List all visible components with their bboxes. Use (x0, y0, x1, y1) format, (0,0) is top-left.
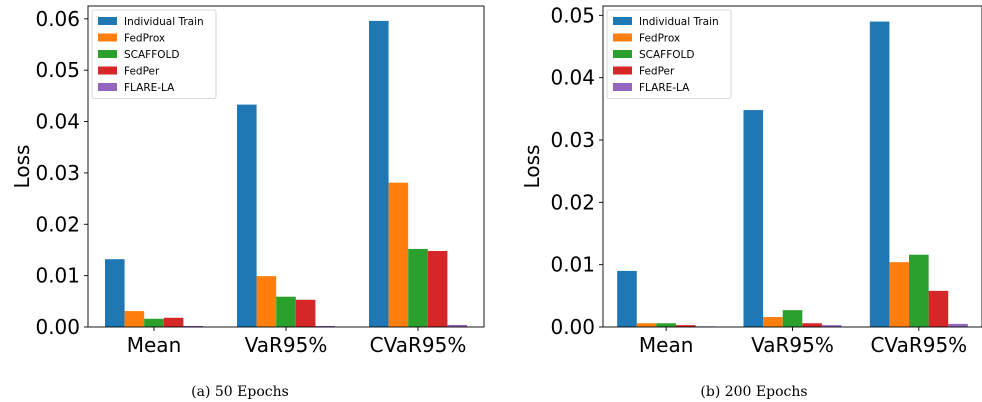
legend-swatch-individual-train (98, 17, 117, 25)
bar-scaffold-var95 (782, 310, 803, 327)
y-axis-label: Loss (10, 145, 34, 189)
bar-scaffold-var95 (276, 296, 296, 327)
x-tick-label-cvar95: CVaR95% (370, 333, 467, 357)
bar-individual-train-cvar95 (869, 21, 890, 328)
legend-label-individual-train: Individual Train (124, 16, 204, 28)
bar-flare-la-mean (183, 325, 203, 327)
bar-flare-la-cvar95 (948, 323, 968, 327)
bar-fedper-var95 (802, 323, 822, 327)
bar-individual-train-mean (105, 259, 125, 327)
y-axis-label: Loss (520, 145, 544, 189)
bar-fedper-mean (675, 325, 696, 327)
legend-swatch-flare-la (613, 83, 632, 91)
bar-fedprox-cvar95 (388, 182, 409, 327)
legend-swatch-fedper (98, 66, 117, 75)
bar-fedprox-mean (636, 323, 657, 327)
y-tick-label: 0.04 (35, 110, 80, 134)
bar-scaffold-cvar95 (408, 248, 428, 327)
bar-individual-train-cvar95 (369, 20, 389, 327)
legend-swatch-fedprox (613, 33, 632, 42)
legend-label-flare-la: FLARE-LA (639, 82, 690, 94)
bar-fedper-cvar95 (928, 290, 949, 327)
chart-panel-200-epochs: 0.00 0.01 0.02 0.03 0.04 0.05 Mean VaR95% CVaR95… (520, 3, 982, 357)
legend-swatch-individual-train (613, 17, 632, 25)
bar-flare-la-cvar95 (447, 324, 467, 327)
bar-individual-train-var95 (743, 110, 764, 327)
bar-scaffold-cvar95 (909, 254, 929, 327)
legend-swatch-scaffold (98, 50, 117, 58)
legend-box (606, 9, 732, 99)
bar-flare-la-var95 (821, 325, 842, 327)
y-tick-label: 0.04 (550, 66, 595, 90)
x-tick-label-var95: VaR95% (245, 333, 328, 357)
bar-fedper-var95 (295, 299, 316, 327)
legend-swatch-fedprox (98, 33, 117, 42)
x-tick-label-mean: Mean (639, 333, 694, 357)
legend-swatch-flare-la (98, 83, 117, 91)
bar-fedper-mean (163, 317, 184, 327)
y-tick-label: 0.05 (550, 3, 595, 27)
caption-right: (b) 200 Epochs (700, 384, 808, 400)
y-tick-label: 0.01 (35, 264, 80, 288)
bar-fedprox-cvar95 (889, 262, 910, 327)
y-tick-label: 0.03 (35, 161, 80, 185)
caption-left: (a) 50 Epochs (191, 384, 289, 400)
y-tick-label: 0.02 (550, 190, 595, 214)
x-tick-label-var95: VaR95% (751, 333, 834, 357)
x-tick-label-mean: Mean (127, 333, 182, 357)
chart-panel-50-epochs: 0.00 0.01 0.02 0.03 0.04 0.05 0.06 Mean VaR95% CV… (10, 5, 485, 357)
bar-individual-train-var95 (237, 104, 257, 327)
y-tick-label: 0.02 (35, 212, 80, 236)
legend-box (91, 9, 217, 99)
bar-flare-la-var95 (315, 325, 335, 327)
legend-label-flare-la: FLARE-LA (124, 82, 175, 94)
y-tick-label: 0.06 (35, 7, 80, 31)
bar-fedprox-var95 (256, 276, 277, 327)
legend-label-fedper: FedPer (639, 66, 675, 78)
legend-label-individual-train: Individual Train (639, 16, 719, 28)
bar-fedprox-var95 (763, 317, 783, 327)
y-tick-label: 0.00 (550, 315, 595, 339)
y-tick-label: 0.05 (35, 58, 80, 82)
legend-label-scaffold: SCAFFOLD (124, 49, 179, 61)
bar-fedprox-mean (124, 311, 145, 327)
legend-label-scaffold: SCAFFOLD (639, 49, 694, 61)
y-tick-label: 0.03 (550, 128, 595, 152)
legend-swatch-scaffold (613, 50, 632, 58)
bar-scaffold-mean (144, 318, 164, 327)
y-tick-label: 0.00 (35, 315, 80, 339)
bar-fedper-cvar95 (427, 250, 448, 327)
y-tick-label: 0.01 (550, 253, 595, 277)
legend-swatch-fedper (613, 66, 632, 75)
x-tick-label-cvar95: CVaR95% (870, 333, 967, 357)
bar-individual-train-mean (617, 270, 637, 327)
legend-label-fedper: FedPer (124, 66, 160, 78)
legend-label-fedprox: FedProx (124, 33, 165, 45)
legend-label-fedprox: FedProx (639, 33, 680, 45)
bar-scaffold-mean (656, 323, 676, 327)
